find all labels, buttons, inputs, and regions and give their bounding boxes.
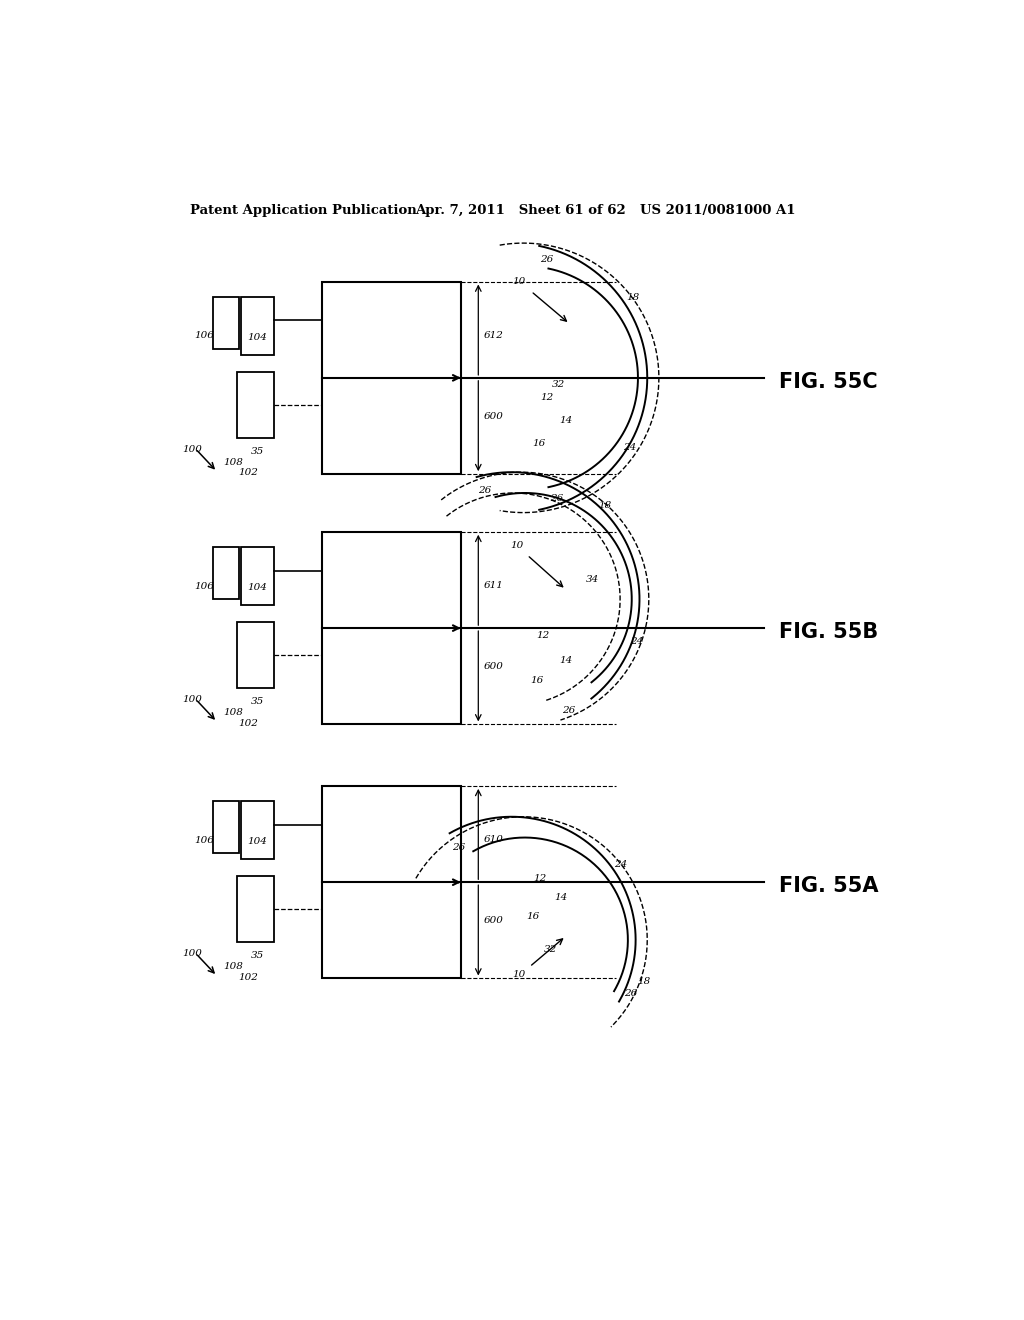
Text: 102: 102 [239,718,258,727]
Text: 106: 106 [194,331,214,341]
Text: FIG. 55B: FIG. 55B [779,622,879,642]
Text: 106: 106 [194,582,214,591]
Text: 102: 102 [239,469,258,478]
Text: 26: 26 [541,255,554,264]
Text: 600: 600 [484,916,504,925]
Bar [322,281,461,474]
Text: 106: 106 [194,836,214,845]
Text: 104: 104 [248,837,267,846]
Text: FIG. 55A: FIG. 55A [779,876,879,896]
Text: Patent Application Publication: Patent Application Publication [190,205,417,218]
Text: 26: 26 [453,842,466,851]
Text: 600: 600 [484,412,504,421]
Text: 32: 32 [552,380,565,388]
Text: 35: 35 [251,697,264,706]
Text: 12: 12 [534,874,547,883]
Text: 610: 610 [484,836,504,845]
Text: 600: 600 [484,663,504,671]
Text: 34: 34 [587,576,600,585]
Bar [241,548,273,606]
Text: 108: 108 [223,458,244,467]
Bar [238,372,273,437]
Text: 100: 100 [182,445,202,454]
Text: 612: 612 [484,331,504,341]
Bar [213,297,239,348]
Bar [322,532,461,725]
Text: 16: 16 [530,676,544,685]
Text: 10: 10 [510,541,523,550]
Text: Apr. 7, 2011   Sheet 61 of 62: Apr. 7, 2011 Sheet 61 of 62 [415,205,626,218]
Text: 14: 14 [559,416,572,425]
Text: US 2011/0081000 A1: US 2011/0081000 A1 [640,205,795,218]
Text: 35: 35 [251,447,264,455]
Text: 16: 16 [532,438,546,447]
Text: 14: 14 [554,894,567,902]
Text: 10: 10 [513,970,526,979]
Bar [322,785,461,978]
Bar [238,622,273,688]
Bar [213,801,239,853]
Text: 18: 18 [626,293,639,302]
Text: 100: 100 [182,696,202,704]
Text: 24: 24 [624,444,636,453]
Text: 16: 16 [526,912,540,921]
Text: 12: 12 [540,392,553,401]
Text: 26: 26 [550,494,563,503]
Text: 35: 35 [251,952,264,960]
Text: 24: 24 [613,859,627,869]
Text: 18: 18 [637,977,650,986]
Text: 26: 26 [478,486,490,495]
Text: FIG. 55C: FIG. 55C [779,372,878,392]
Text: 32: 32 [544,945,557,954]
Text: 26: 26 [624,990,637,998]
Bar [238,876,273,942]
Text: 611: 611 [484,581,504,590]
Text: 108: 108 [223,708,244,717]
Text: 10: 10 [513,277,526,286]
Text: 18: 18 [598,502,611,511]
Text: 102: 102 [239,973,258,982]
Text: 26: 26 [561,706,574,715]
Text: 100: 100 [182,949,202,958]
Text: 104: 104 [248,333,267,342]
Bar [213,548,239,599]
Text: 12: 12 [536,631,549,640]
Text: 14: 14 [559,656,572,665]
Bar [241,297,273,355]
Bar [241,801,273,859]
Text: 108: 108 [223,962,244,972]
Text: 24: 24 [631,636,644,645]
Text: 104: 104 [248,583,267,593]
